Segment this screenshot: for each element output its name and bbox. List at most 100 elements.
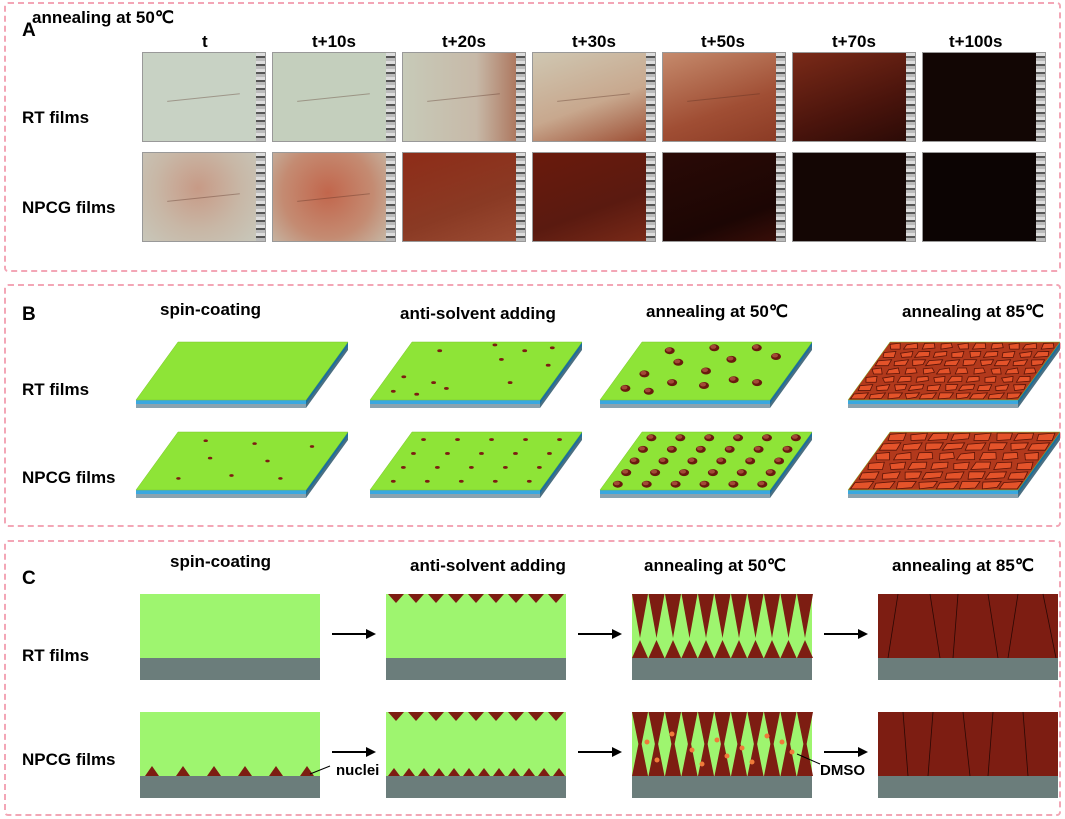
b-r0-c0-top xyxy=(135,341,349,401)
c-r0-c2-bot-spike-4 xyxy=(698,640,714,658)
c-r1-c2-bot-spike-0 xyxy=(632,736,648,776)
b-r1-c3-grain-6-3 xyxy=(1001,452,1019,461)
c-r1-c1-substrate xyxy=(386,776,566,798)
c-r1-c2-top-spike-1 xyxy=(648,712,665,752)
c-r1-c2-top-spike-6 xyxy=(731,712,747,752)
c-r0-c2-arrow-head xyxy=(858,629,868,639)
b-r0-c3-grain-3-0 xyxy=(904,392,921,400)
b-r0-c3-grain-7-2 xyxy=(984,375,997,383)
b-r1-c2-dome-hl-7 xyxy=(659,458,666,462)
c-r0-c2-top-spike-4 xyxy=(698,594,714,638)
b-r0-c2-dome-hl-13 xyxy=(702,368,708,372)
b-r0-c3-grain-1-3 xyxy=(885,367,901,375)
c-r1-c0-substrate xyxy=(140,776,320,798)
b-r1-c3-grain-0-1 xyxy=(858,471,880,480)
b-r1-c1-dot-14 xyxy=(513,452,518,455)
b-r0-c3-grain-1-4 xyxy=(893,359,910,367)
panel-a-row-rt: RT films xyxy=(22,108,90,127)
c-r1-c2-dmso-11 xyxy=(724,753,730,759)
b-r1-c3-grain-5-5 xyxy=(996,432,1013,441)
b-r1-c3-grain-4-4 xyxy=(964,442,987,451)
c-r0-c2-bot-spike-8 xyxy=(764,640,780,658)
b-r1-c1-blue-side xyxy=(540,432,582,494)
b-r0-c2-dome-hl-11 xyxy=(665,347,672,352)
b-r0-c3-grain-1-1 xyxy=(876,384,891,391)
b-r1-c2-dome-hl-27 xyxy=(775,458,782,462)
b-r1-c2-dome-hl-11 xyxy=(680,469,686,474)
b-r0-c3-grain-1-0 xyxy=(868,392,887,400)
b-r1-c0-dot-2 xyxy=(278,477,283,480)
b-r0-c2-dome-hl-3 xyxy=(640,370,647,375)
b-r0-c3-grain-9-6 xyxy=(1040,342,1055,350)
b-r1-c0-dot-3 xyxy=(207,456,213,460)
b-r1-c1-dot-16 xyxy=(526,479,532,483)
b-r0-c1-dot-1 xyxy=(414,392,420,396)
c-r1-c2-dmso-1 xyxy=(669,731,675,737)
b-r1-c3-grain-0-0 xyxy=(849,481,875,490)
b-r1-c2-dome-hl-14 xyxy=(705,434,712,439)
b-r0-c3-grain-3-2 xyxy=(915,375,929,383)
b-r1-c1-dot-6 xyxy=(445,452,450,455)
b-r0-c1-dot-5 xyxy=(549,346,555,350)
b-r0-c3-grain-8-1 xyxy=(995,384,1010,391)
b-r1-c2-dome-hl-20 xyxy=(729,481,736,486)
b-r1-c1-dot-15 xyxy=(523,438,528,441)
rt-photo-t20 xyxy=(402,52,526,142)
b-r1-c3-grain-4-2 xyxy=(953,461,970,470)
c-r0-c2-top-spike-10 xyxy=(797,594,813,638)
b-r1-c3-grain-2-0 xyxy=(895,481,918,490)
b-r1-c3-top xyxy=(847,431,1061,491)
b-r1-c3-grain-0-3 xyxy=(875,452,891,461)
rt-photo-t10 xyxy=(272,52,396,142)
b-r1-c3-grain-6-5 xyxy=(1013,432,1035,441)
b-r0-c3-grain-3-6 xyxy=(940,342,953,350)
b-r1-c2-dome-hl-3 xyxy=(639,446,645,451)
b-r0-c3-grain-6-2 xyxy=(965,375,980,383)
b-r0-c3-grain-3-5 xyxy=(932,351,948,358)
b-r0-c2-dome-hl-7 xyxy=(674,359,681,364)
b-r1-c2-dome-hl-9 xyxy=(676,434,683,439)
b-r1-c2-dome-hl-5 xyxy=(642,481,649,486)
b-r1-c0-dot-6 xyxy=(252,442,257,445)
npcg-photo-t10 xyxy=(272,152,396,242)
b-r1-c3-grain-0-5 xyxy=(887,432,907,441)
b-r1-c1-dot-13 xyxy=(502,465,508,469)
b-r0-c3-grain-5-0 xyxy=(937,392,955,400)
panel-b-step-1: anti-solvent adding xyxy=(400,304,556,323)
b-r0-c3-grain-9-5 xyxy=(1032,351,1050,358)
c-r1-c3-gb-0 xyxy=(902,711,909,777)
b-r0-c3-grain-6-5 xyxy=(982,351,999,358)
c-r1-c2-bot-spike-7 xyxy=(747,736,764,776)
c-r1-c1-top-tri-7 xyxy=(528,712,544,721)
b-r1-c2-dome-hl-25 xyxy=(758,481,765,486)
c-r0-c0-arrow-head xyxy=(366,629,376,639)
b-r0-c3-grain-4-6 xyxy=(957,342,969,350)
b-r0-c3-grain-9-1 xyxy=(1013,384,1027,391)
c-r0-c2-bot-spike-5 xyxy=(714,640,731,658)
b-r0-c3-grain-0-4 xyxy=(874,359,893,367)
b-r1-c2-dome-hl-10 xyxy=(671,481,678,486)
b-r1-c2-dome-hl-28 xyxy=(783,446,790,451)
b-r0-c0-blue-front xyxy=(136,400,306,404)
b-r1-c2-dome-hl-15 xyxy=(700,481,707,486)
time-label-5: t+70s xyxy=(832,32,876,51)
c-r1-c1-top-tri-4 xyxy=(468,712,484,721)
c-r1-c2-dmso-7 xyxy=(654,757,660,763)
b-r0-c3-grain-6-3 xyxy=(973,367,986,375)
b-r1-c2-dome-hl-23 xyxy=(754,446,761,451)
c-r0-c1-top-tri-3 xyxy=(448,594,464,603)
b-r1-c3-grain-5-0 xyxy=(958,481,981,490)
b-r1-c2-dome-hl-16 xyxy=(708,469,715,474)
time-label-3: t+30s xyxy=(572,32,616,51)
panel-b-letter: B xyxy=(22,304,36,325)
b-r0-c1-blue-front xyxy=(370,400,540,404)
time-label-4: t+50s xyxy=(701,32,745,51)
b-r1-c3-grain-2-2 xyxy=(907,461,928,470)
c-r1-c2-top-spike-9 xyxy=(780,712,797,752)
c-r1-c3-substrate xyxy=(878,776,1058,798)
b-r0-c3-grain-8-6 xyxy=(1021,342,1037,350)
c-r1-c2-bot-spike-5 xyxy=(714,736,731,776)
panel-c-step-3: annealing at 85℃ xyxy=(892,556,1034,575)
b-r1-c2-dome-hl-6 xyxy=(651,469,658,474)
